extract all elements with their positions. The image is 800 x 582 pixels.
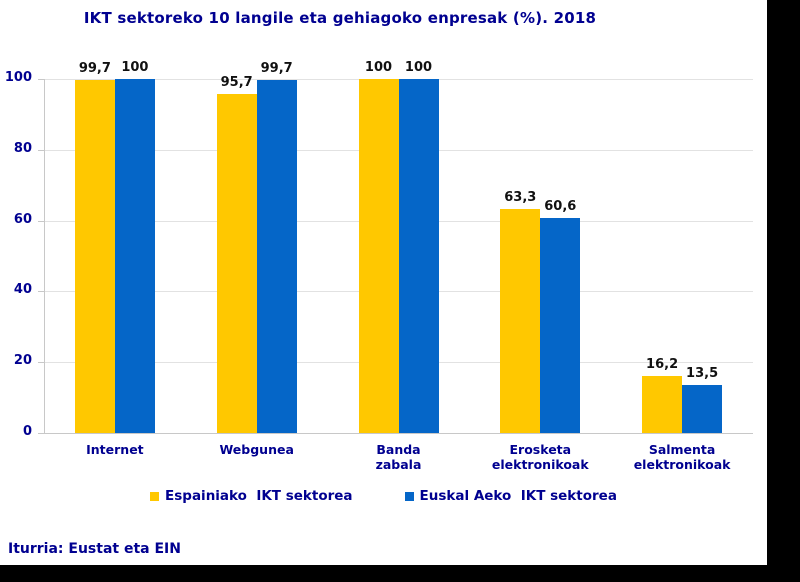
category-label: Banda zabala xyxy=(375,442,422,472)
y-axis-line xyxy=(44,79,45,433)
grid-line xyxy=(44,433,753,434)
y-axis-label: 0 xyxy=(22,424,32,439)
bar-euskal xyxy=(256,80,297,433)
bar-value-label: 95,7 xyxy=(220,75,253,91)
y-axis-label: 40 xyxy=(13,282,32,297)
bar-value-label: 100 xyxy=(364,60,393,75)
category-label: Salmenta elektronikoak xyxy=(633,442,731,472)
bar-espainiako xyxy=(74,80,115,433)
legend-swatch-blue xyxy=(404,491,414,501)
bar-value-label: 99,7 xyxy=(78,61,111,77)
legend: Espainiako IKT sektorea Euskal Aeko IKT … xyxy=(0,488,767,504)
y-axis-tick xyxy=(38,362,44,363)
y-axis-label: 100 xyxy=(4,70,32,85)
chart-page: 0 20 40 60 80 100 99,7 100 Internet 95,7 99,7 Webgu… xyxy=(0,0,767,565)
bar-value-label: 100 xyxy=(121,60,149,75)
bar-euskal xyxy=(540,218,581,433)
legend-label: Euskal Aeko IKT sektorea xyxy=(419,488,617,504)
bar-value-label: 16,2 xyxy=(646,356,679,372)
category-label: Internet xyxy=(86,442,144,457)
chart-title: IKT sektoreko 10 langile eta gehiagoko e… xyxy=(83,9,597,27)
bar-euskal xyxy=(398,79,439,433)
bar-value-label: 100 xyxy=(404,60,433,75)
y-axis-label: 80 xyxy=(13,141,32,156)
bar-value-label: 60,6 xyxy=(544,199,577,215)
legend-swatch-yellow xyxy=(150,491,160,501)
bar-espainiako xyxy=(358,79,399,433)
bar-euskal xyxy=(682,385,723,433)
y-axis-tick xyxy=(38,291,44,292)
y-axis-tick xyxy=(38,433,44,434)
bar-espainiako xyxy=(642,375,683,433)
bar-espainiako xyxy=(500,208,541,433)
plot-area: 0 20 40 60 80 100 99,7 100 Internet 95,7 99,7 Webgu… xyxy=(4,60,753,472)
source-note: Iturria: Eustat eta EIN xyxy=(8,541,181,557)
y-axis-tick xyxy=(38,150,44,151)
bar-euskal xyxy=(114,79,155,433)
bar-value-label: 13,5 xyxy=(686,366,719,382)
category-label: Erosketa elektronikoak xyxy=(491,442,589,472)
legend-label: Espainiako IKT sektorea xyxy=(165,488,353,504)
legend-item-espainiako: Espainiako IKT sektorea xyxy=(150,488,353,504)
bar-value-label: 63,3 xyxy=(504,189,537,205)
y-axis-tick xyxy=(38,79,44,80)
y-axis-label: 20 xyxy=(13,353,32,368)
category-label: Webgunea xyxy=(219,442,294,457)
bar-espainiako xyxy=(216,94,257,433)
y-axis-tick xyxy=(38,221,44,222)
y-axis-label: 60 xyxy=(13,212,32,227)
bar-value-label: 99,7 xyxy=(260,61,293,77)
legend-item-euskal: Euskal Aeko IKT sektorea xyxy=(404,488,617,504)
